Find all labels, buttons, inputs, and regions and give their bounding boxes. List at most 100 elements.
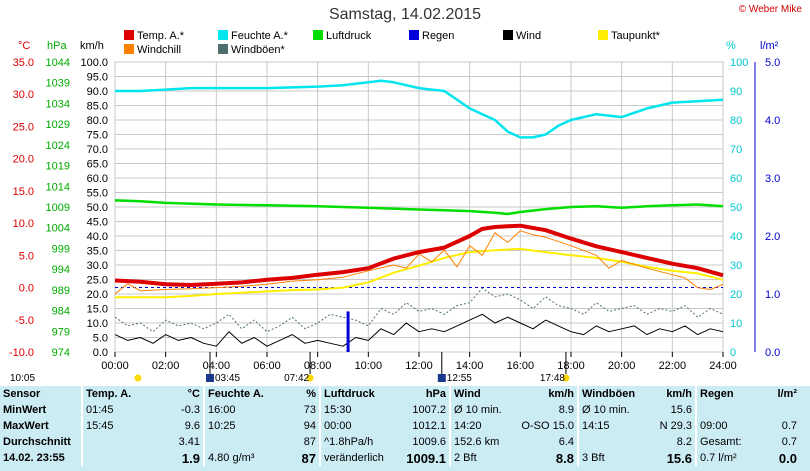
celsius-axis-title: °C: [18, 40, 31, 52]
kmh-tick-label: 70.0: [87, 144, 108, 156]
series-line-feuchtea: [115, 79, 724, 139]
weather-chart: 00:00 02:00 04:00 06:00 08:00 10:00 12:00 14:00…: [9, 57, 780, 384]
legend-swatch: [409, 30, 419, 40]
celsius-tick-label: -5.0: [15, 315, 34, 327]
series-line-taupunkt: [115, 247, 724, 299]
series-line-windchill: [114, 230, 724, 295]
series-line-luftdruck: [114, 199, 724, 216]
time-marker-label: 07:42: [284, 373, 309, 384]
hpa-tick-label: 994: [52, 264, 70, 276]
sun-icon: [306, 374, 314, 382]
celsius-tick-label: 0.0: [19, 283, 34, 295]
x-tick-label: 02:00: [152, 360, 180, 372]
percent-tick-label: 20: [730, 289, 742, 301]
percent-tick-label: 60: [730, 173, 742, 185]
percent-tick-label: 50: [730, 202, 742, 214]
legend-item: Temp. A.*: [124, 30, 184, 42]
time-marker: 03:45: [206, 373, 240, 384]
x-tick-label: 06:00: [253, 360, 281, 372]
x-tick-label: 20:00: [608, 360, 636, 372]
time-marker: 10:05: [10, 373, 142, 384]
moon-icon: [437, 374, 446, 382]
hpa-tick-label: 1024: [46, 140, 70, 152]
celsius-tick-label: 25.0: [13, 121, 34, 133]
percent-tick-label: 100: [730, 57, 748, 69]
hpa-tick-label: 974: [52, 347, 70, 359]
hpa-tick-label: 1039: [46, 78, 70, 90]
legend-swatch: [503, 30, 513, 40]
lm2-tick-label: 3.0: [765, 173, 780, 185]
celsius-tick-label: 15.0: [13, 186, 34, 198]
time-marker: 07:42: [284, 373, 314, 384]
moon-icon: [206, 374, 214, 382]
time-marker-label: 12:55: [447, 373, 472, 384]
hpa-tick-label: 984: [52, 306, 70, 318]
lm2-tick-label: 5.0: [765, 57, 780, 69]
hpa-tick-label: 1019: [46, 161, 70, 173]
legend-swatch: [124, 30, 134, 40]
legend-swatch: [313, 30, 323, 40]
celsius-tick-label: 35.0: [13, 57, 34, 69]
legend-item: Feuchte A.*: [218, 30, 288, 42]
percent-tick-label: 40: [730, 231, 742, 243]
kmh-tick-label: 85.0: [87, 101, 108, 113]
legend-swatch: [598, 30, 608, 40]
x-tick-label: 16:00: [507, 360, 535, 372]
legend-item: Regen: [409, 30, 454, 42]
stats-row-average: Durchschnitt 3.41 87 ^1.8hPa/h 1009.6 152…: [3, 434, 797, 450]
kmh-tick-label: 80.0: [87, 115, 108, 127]
x-tick-label: 24:00: [709, 360, 737, 372]
page-title: Samstag, 14.02.2015: [328, 6, 482, 23]
kmh-axis-title: km/h: [80, 40, 104, 52]
statistics-table: Sensor Temp. A. °C Feuchte A.% Luftdruck h…: [0, 386, 800, 466]
copyright-label: © Weber Mike: [738, 4, 802, 15]
stats-row-max: MaxWert 15:45 9.6 10:25 94 00:00 1012.1 14:…: [3, 418, 797, 434]
x-tick-label: 22:00: [659, 360, 687, 372]
stats-row-min: MinWert 01:45 -0.3 16:00 73 15:30 1007.2 Ø …: [0, 402, 800, 418]
kmh-tick-label: 5.0: [93, 333, 108, 345]
series-line-wind: [114, 313, 724, 347]
celsius-tick-label: 5.0: [19, 250, 34, 262]
kmh-tick-label: 45.0: [87, 217, 108, 229]
kmh-tick-label: 25.0: [87, 275, 108, 287]
legend-item: Taupunkt*: [598, 30, 660, 42]
sun-icon: [134, 374, 142, 382]
kmh-tick-label: 60.0: [87, 173, 108, 185]
kmh-tick-label: 35.0: [87, 246, 108, 258]
hpa-tick-label: 1044: [46, 57, 70, 69]
percent-axis-title: %: [726, 40, 736, 52]
kmh-tick-label: 20.0: [87, 289, 108, 301]
lm2-tick-label: 1.0: [765, 289, 780, 301]
kmh-tick-label: 30.0: [87, 260, 108, 272]
statistics-panel: Sensor Temp. A. °C Feuchte A.% Luftdruck h…: [0, 386, 810, 471]
hpa-tick-label: 1029: [46, 119, 70, 131]
celsius-tick-label: -10.0: [9, 347, 34, 359]
kmh-tick-label: 15.0: [87, 304, 108, 316]
lm2-tick-label: 4.0: [765, 115, 780, 127]
kmh-tick-label: 55.0: [87, 188, 108, 200]
kmh-tick-label: 0.0: [93, 347, 108, 359]
hpa-tick-label: 1034: [46, 98, 70, 110]
x-tick-label: 12:00: [405, 360, 433, 372]
percent-tick-label: 70: [730, 144, 742, 156]
legend-item: Windchill: [124, 44, 181, 56]
kmh-tick-label: 95.0: [87, 72, 108, 84]
x-tick-label: 18:00: [557, 360, 585, 372]
kmh-tick-label: 75.0: [87, 130, 108, 142]
x-tick-label: 04:00: [203, 360, 231, 372]
time-marker: 17:48: [540, 373, 570, 384]
legend-swatch: [218, 30, 228, 40]
hpa-tick-label: 999: [52, 243, 70, 255]
celsius-tick-label: 20.0: [13, 154, 34, 166]
kmh-tick-label: 50.0: [87, 202, 108, 214]
x-tick-label: 00:00: [101, 360, 129, 372]
lm2-tick-label: 0.0: [765, 347, 780, 359]
percent-tick-label: 0: [730, 347, 736, 359]
legend-swatch: [218, 44, 228, 54]
legend-item: Luftdruck: [313, 30, 371, 42]
kmh-tick-label: 40.0: [87, 231, 108, 243]
percent-tick-label: 80: [730, 115, 742, 127]
lm2-tick-label: 2.0: [765, 231, 780, 243]
hpa-axis-title: hPa: [47, 40, 67, 52]
kmh-tick-label: 90.0: [87, 86, 108, 98]
